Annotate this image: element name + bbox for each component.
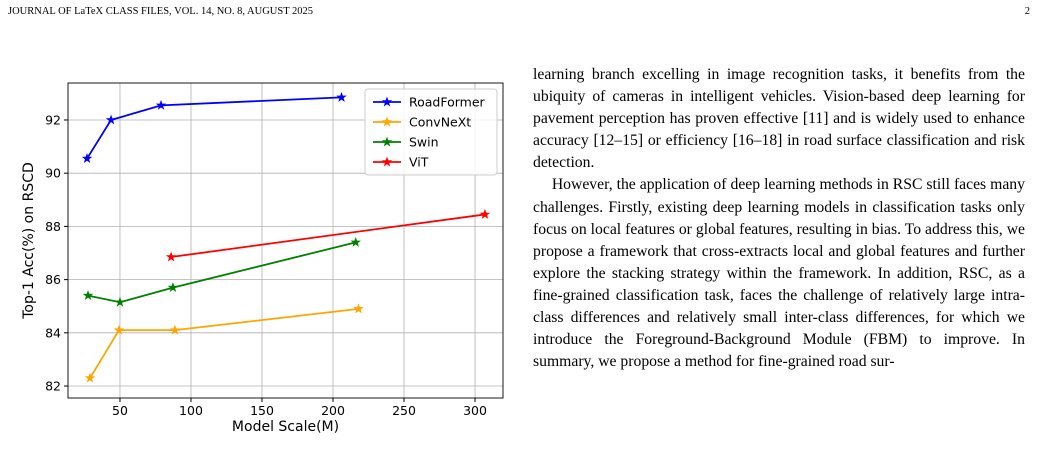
series-line	[89, 307, 359, 379]
x-tick-label: 50	[112, 403, 128, 418]
legend-marker	[381, 136, 393, 147]
point-marker	[114, 296, 126, 307]
x-tick-label: 150	[250, 403, 274, 418]
series-line	[87, 241, 356, 304]
legend-marker	[381, 96, 393, 107]
paragraph: However, the application of deep learnin…	[533, 176, 1025, 371]
y-tick-label: 86	[45, 272, 61, 287]
legend-label: ViT	[409, 155, 429, 170]
x-tick-label: 300	[463, 403, 487, 418]
legend-marker	[381, 156, 393, 167]
y-tick-label: 92	[45, 112, 61, 127]
y-tick-label: 88	[45, 219, 61, 234]
point-marker	[353, 303, 364, 314]
point-marker	[155, 99, 167, 110]
point-marker	[350, 236, 361, 247]
series-line	[86, 96, 342, 160]
legend-label: RoadFormer	[409, 95, 486, 110]
point-marker	[84, 372, 96, 383]
legend-label: Swin	[409, 135, 439, 150]
point-marker	[479, 208, 491, 219]
point-marker	[169, 324, 181, 335]
x-tick-label: 200	[321, 403, 345, 418]
page-number: 2	[1024, 6, 1030, 17]
point-marker	[81, 153, 93, 164]
x-tick-label: 100	[179, 403, 203, 418]
x-tick-label: 250	[392, 403, 416, 418]
x-axis-label: Model Scale(M)	[232, 419, 339, 435]
point-marker	[336, 91, 347, 102]
running-header: JOURNAL OF LaTeX CLASS FILES, VOL. 14, N…	[8, 6, 314, 17]
text-column: learning branch excelling in image recog…	[533, 64, 1025, 373]
chart: 82 84 86 88 90 92 50 100 150 200 250 300 Model Scale…	[21, 82, 504, 435]
point-marker	[113, 324, 125, 335]
y-tick-label: 90	[45, 166, 61, 181]
y-tick-label: 84	[45, 325, 61, 340]
y-tick-label: 82	[45, 379, 61, 394]
point-marker	[167, 282, 179, 293]
legend-label: ConvNeXt	[409, 115, 471, 130]
plot-frame	[67, 82, 504, 399]
paragraph: learning branch excelling in image recog…	[533, 66, 1025, 172]
point-marker	[82, 290, 94, 301]
point-marker	[165, 251, 177, 262]
legend-box	[364, 88, 498, 176]
point-marker	[105, 114, 117, 125]
legend-marker	[381, 116, 393, 127]
y-axis-label: Top-1 Acc(%) on RSCD	[21, 162, 37, 320]
series-line	[170, 213, 486, 258]
